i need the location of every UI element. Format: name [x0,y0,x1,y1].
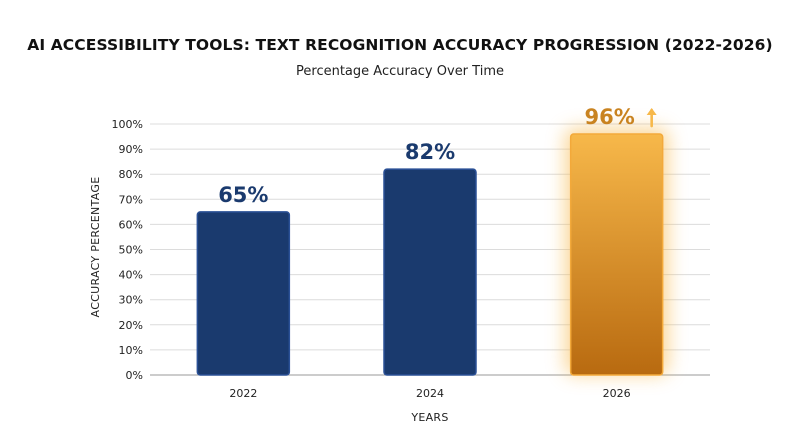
y-tick-label: 30% [119,294,143,307]
data-label: 96% [585,105,635,129]
x-tick-label: 2022 [229,387,257,400]
bar-2022 [196,211,291,376]
y-tick-label: 20% [119,319,143,332]
y-tick-label: 70% [119,193,143,206]
x-axis-ticks: 2022 2024 2026 [229,387,630,400]
bar-2024 [383,168,477,376]
data-label: 82% [405,140,455,164]
bars [196,128,669,376]
y-tick-label: 100% [112,118,143,131]
y-tick-label: 10% [119,344,143,357]
data-label: 65% [218,183,268,207]
y-tick-label: 0% [126,369,143,382]
x-axis-title: YEARS [410,411,448,424]
y-tick-label: 80% [119,168,143,181]
y-axis-title: ACCURACY PERCENTAGE [89,177,102,318]
x-tick-label: 2026 [603,387,631,400]
chart-subtitle: Percentage Accuracy Over Time [296,64,504,79]
bar-2026 [569,133,664,376]
x-tick-label: 2024 [416,387,444,400]
chart-title: AI ACCESSIBILITY TOOLS: TEXT RECOGNITION… [27,36,773,54]
y-tick-label: 90% [119,143,143,156]
y-tick-label: 50% [119,244,143,257]
arrow-up-icon [646,108,657,128]
data-labels: 65% 82% 96% [218,105,657,207]
y-axis-ticks: 0% 10% 20% 30% 40% 50% 60% 70% 80% 90% 100% [112,118,143,382]
y-tick-label: 60% [119,218,143,231]
y-tick-label: 40% [119,269,143,282]
